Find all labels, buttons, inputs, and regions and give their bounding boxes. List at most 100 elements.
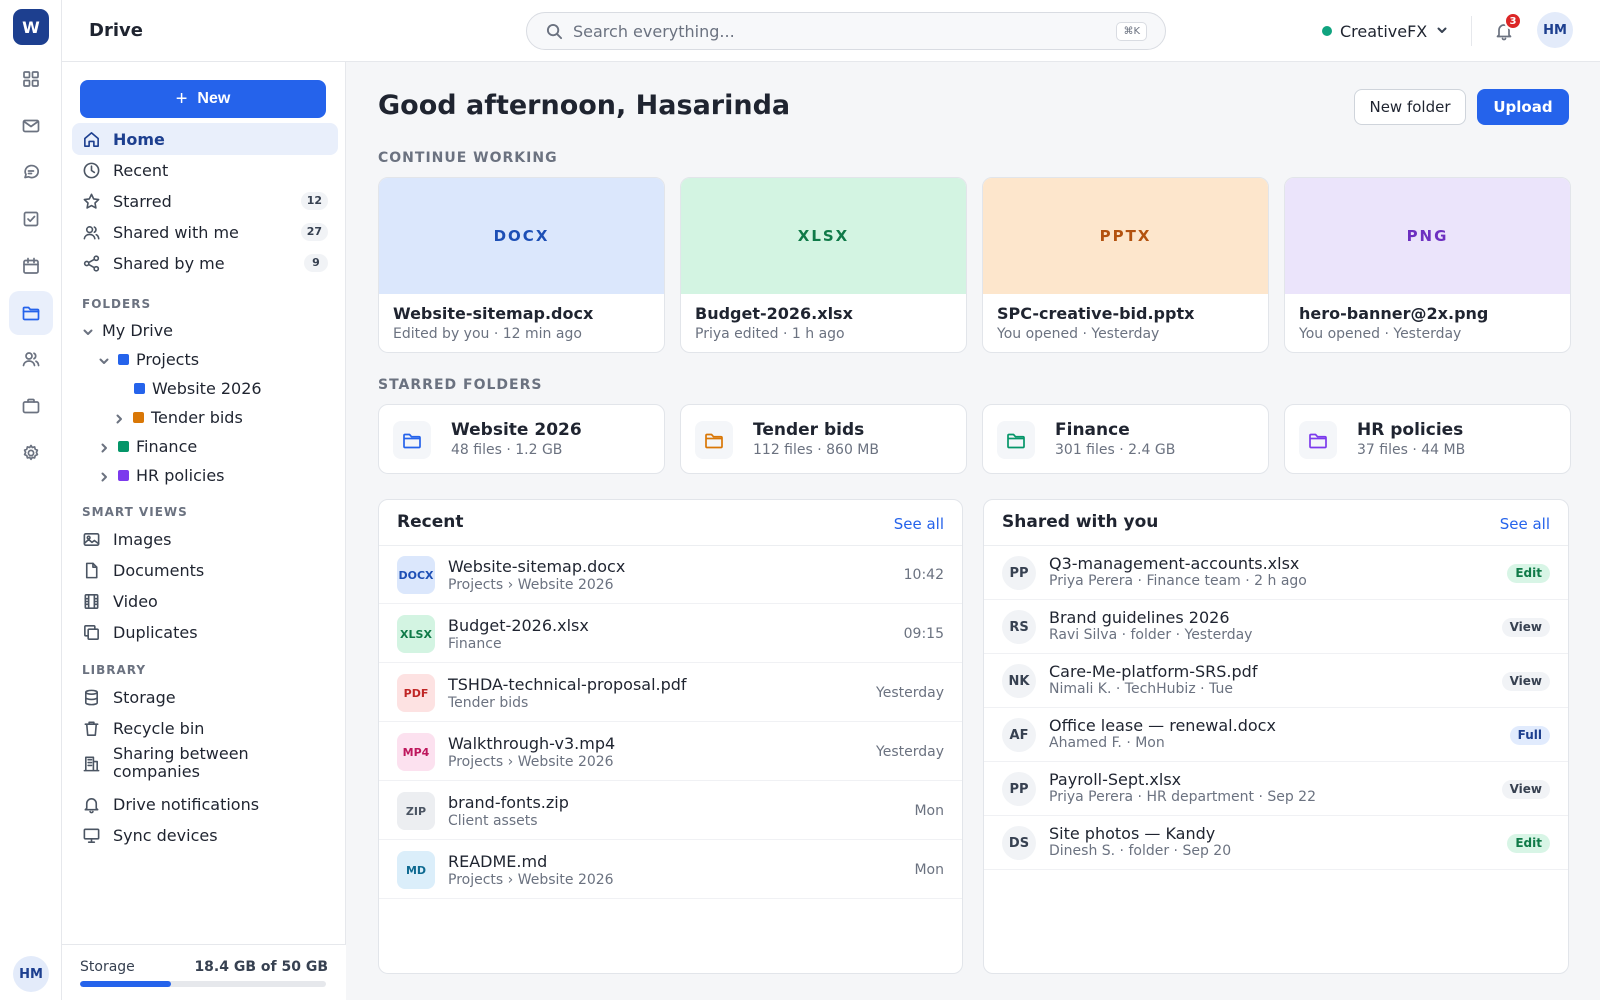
- nav-item-starred[interactable]: Starred 12: [72, 185, 338, 217]
- recent-file-card[interactable]: DOCX Website-sitemap.docx Edited by you …: [378, 177, 665, 353]
- starred-folder-card[interactable]: Tender bids 112 files · 860 MB: [680, 404, 967, 474]
- recent-file-row[interactable]: DOCX Website-sitemap.docx Projects › Web…: [379, 546, 962, 604]
- folder-color-swatch: [134, 382, 145, 394]
- starred-folder-card[interactable]: Website 2026 48 files · 1.2 GB: [378, 404, 665, 474]
- rail-people-button[interactable]: [9, 337, 53, 381]
- file-name: SPC-creative-bid.pptx: [997, 304, 1195, 323]
- rail-mail-button[interactable]: [9, 104, 53, 148]
- nav-item-duplicates[interactable]: Duplicates: [72, 616, 338, 648]
- tree-item-finance[interactable]: Finance: [98, 434, 197, 458]
- shared-item-row[interactable]: RS Brand guidelines 2026 Ravi Silva · fo…: [984, 600, 1568, 654]
- recent-file-row[interactable]: PDF TSHDA-technical-proposal.pdf Tender …: [379, 664, 962, 722]
- storage-progress-track: [80, 981, 326, 987]
- nav-item-home[interactable]: Home: [72, 123, 338, 155]
- new-folder-button[interactable]: New folder: [1354, 89, 1466, 125]
- nav-item-drive-notifications[interactable]: Drive notifications: [72, 788, 338, 820]
- file-type-badge: MP4: [397, 733, 435, 771]
- see-all-link[interactable]: See all: [1499, 515, 1550, 533]
- starred-folder-card[interactable]: Finance 301 files · 2.4 GB: [982, 404, 1269, 474]
- nav-item-sharing-between-companies[interactable]: Sharing between companies: [72, 743, 338, 783]
- chevron-right-icon[interactable]: [98, 468, 112, 482]
- file-name: hero-banner@2x.png: [1299, 304, 1489, 323]
- new-button[interactable]: + New: [80, 80, 326, 118]
- folder-icon: [393, 421, 431, 459]
- permission-badge: View: [1501, 618, 1550, 637]
- chevron-down-icon[interactable]: [98, 352, 112, 366]
- shared-item-row[interactable]: NK Care-Me-platform-SRS.pdf Nimali K. · …: [984, 654, 1568, 708]
- folder-icon: [1299, 421, 1337, 459]
- rail-chat-button[interactable]: [9, 150, 53, 194]
- recent-file-card[interactable]: PNG hero-banner@2x.png You opened · Yest…: [1284, 177, 1571, 353]
- tree-item-projects[interactable]: Projects: [98, 347, 199, 371]
- recent-file-row[interactable]: ZIP brand-fonts.zip Client assets Mon: [379, 782, 962, 840]
- nav-item-recent[interactable]: Recent: [72, 154, 338, 186]
- file-path: Client assets: [448, 813, 538, 829]
- nav-item-video[interactable]: Video: [72, 585, 338, 617]
- shared-item-row[interactable]: PP Q3-management-accounts.xlsx Priya Per…: [984, 546, 1568, 600]
- nav-label: Sync devices: [113, 825, 218, 845]
- workspace-switcher[interactable]: CreativeFX: [1322, 18, 1449, 44]
- grid-icon: [23, 71, 39, 87]
- nav-item-storage[interactable]: Storage: [72, 681, 338, 713]
- tree-label: Projects: [136, 349, 200, 369]
- shared-item-row[interactable]: DS Site photos — Kandy Dinesh S. · folde…: [984, 816, 1568, 870]
- upload-button[interactable]: Upload: [1477, 89, 1569, 125]
- rail-settings-button[interactable]: [9, 431, 53, 475]
- shared-item-row[interactable]: PP Payroll-Sept.xlsx Priya Perera · HR d…: [984, 762, 1568, 816]
- nav-item-recycle-bin[interactable]: Recycle bin: [72, 712, 338, 744]
- notifications-button[interactable]: 3: [1490, 12, 1522, 45]
- nav-item-documents[interactable]: Documents: [72, 554, 338, 586]
- recent-file-row[interactable]: MD README.md Projects › Website 2026 Mon: [379, 841, 962, 899]
- chevron-down-icon[interactable]: [82, 323, 96, 337]
- tree-item-my-drive[interactable]: My Drive: [82, 318, 173, 342]
- search-box[interactable]: ⌘K: [526, 12, 1166, 50]
- nav-item-sync-devices[interactable]: Sync devices: [72, 819, 338, 851]
- storage-usage: 18.4 GB of 50 GB: [194, 959, 328, 975]
- permission-badge: View: [1501, 672, 1550, 691]
- file-type-badge: XLSX: [397, 615, 435, 653]
- file-time: Yesterday: [876, 744, 944, 760]
- nav-label: Home: [113, 129, 165, 149]
- shared-item-meta: Priya Perera · HR department · Sep 22: [1049, 789, 1316, 805]
- rail-work-button[interactable]: [9, 384, 53, 428]
- nav-label: Recent: [113, 160, 169, 180]
- divider: [984, 545, 1568, 546]
- rail-apps-button[interactable]: [9, 57, 53, 101]
- file-name: brand-fonts.zip: [448, 793, 569, 812]
- recent-file-card[interactable]: XLSX Budget-2026.xlsx Priya edited · 1 h…: [680, 177, 967, 353]
- file-time: Mon: [914, 862, 944, 878]
- shared-item-meta: Ahamed F. · Mon: [1049, 735, 1165, 751]
- home-icon: [84, 131, 99, 147]
- chevron-right-icon[interactable]: [113, 410, 127, 424]
- workspace-logo[interactable]: W: [13, 9, 49, 45]
- recent-file-row[interactable]: MP4 Walkthrough-v3.mp4 Projects › Websit…: [379, 723, 962, 781]
- user-avatar[interactable]: HM: [13, 956, 49, 992]
- file-type-badge: ZIP: [397, 792, 435, 830]
- continue-working-label: CONTINUE WORKING: [378, 150, 558, 166]
- file-name: Budget-2026.xlsx: [448, 616, 589, 635]
- file-thumbnail: XLSX: [681, 178, 966, 294]
- tree-item-website-2026[interactable]: Website 2026: [134, 376, 262, 400]
- nav-label: Starred: [113, 191, 172, 211]
- starred-folder-card[interactable]: HR policies 37 files · 44 MB: [1284, 404, 1571, 474]
- tree-item-tender-bids[interactable]: Tender bids: [113, 405, 243, 429]
- rail-drive-button[interactable]: [9, 291, 53, 335]
- tree-item-hr-policies[interactable]: HR policies: [98, 463, 225, 487]
- folder-meta: 48 files · 1.2 GB: [451, 442, 563, 458]
- recent-file-row[interactable]: XLSX Budget-2026.xlsx Finance 09:15: [379, 605, 962, 663]
- nav-item-shared-by-me[interactable]: Shared by me 9: [72, 247, 338, 279]
- nav-item-shared-with-me[interactable]: Shared with me 27: [72, 216, 338, 248]
- nav-label: Documents: [113, 560, 205, 580]
- shared-item-row[interactable]: AF Office lease — renewal.docx Ahamed F.…: [984, 708, 1568, 762]
- rail-calendar-button[interactable]: [9, 244, 53, 288]
- rail-tasks-button[interactable]: [9, 197, 53, 241]
- file-path: Tender bids: [448, 695, 529, 711]
- people-icon: [22, 352, 40, 367]
- recent-file-card[interactable]: PPTX SPC-creative-bid.pptx You opened · …: [982, 177, 1269, 353]
- see-all-link[interactable]: See all: [893, 515, 944, 533]
- search-input[interactable]: [573, 19, 1093, 43]
- chevron-right-icon[interactable]: [98, 439, 112, 453]
- panel-title: Shared with you: [1002, 512, 1159, 532]
- profile-avatar[interactable]: HM: [1537, 12, 1573, 48]
- nav-item-images[interactable]: Images: [72, 523, 338, 555]
